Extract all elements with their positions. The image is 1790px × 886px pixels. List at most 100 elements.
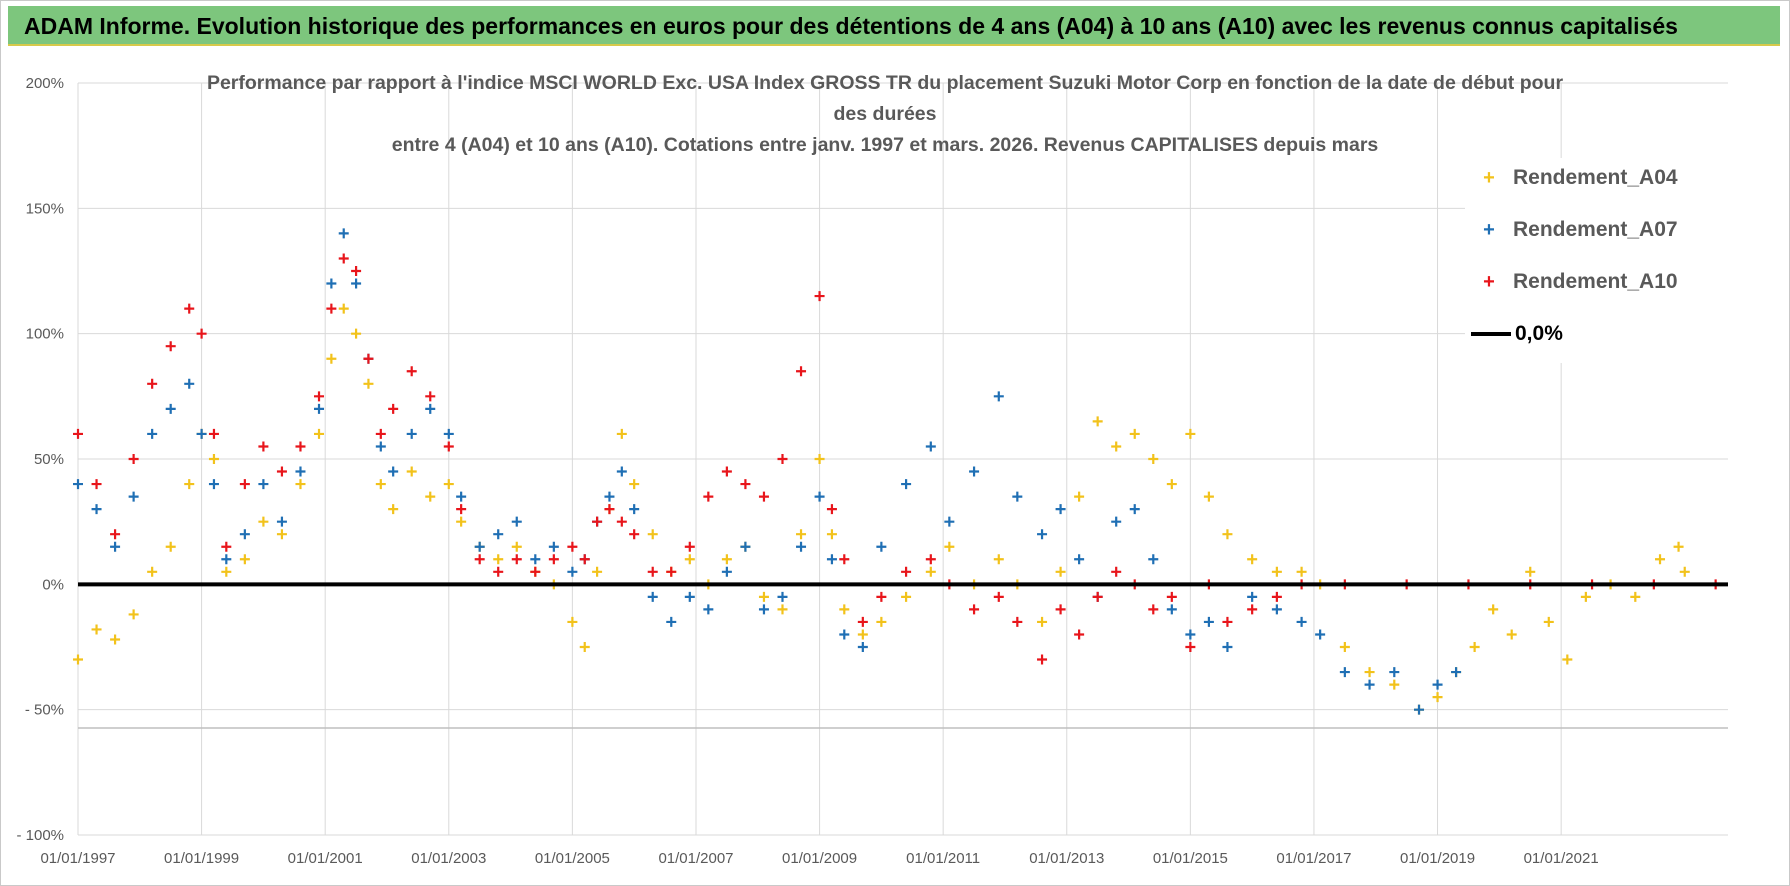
point-Rendement_A04 xyxy=(388,504,399,515)
point-Rendement_A04 xyxy=(1525,566,1536,577)
point-Rendement_A10 xyxy=(443,441,454,452)
point-Rendement_A07 xyxy=(1055,504,1066,515)
point-Rendement_A10 xyxy=(604,504,615,515)
report-title: ADAM Informe. Evolution historique des p… xyxy=(24,13,1678,39)
point-Rendement_A07 xyxy=(338,228,349,239)
point-Rendement_A10 xyxy=(826,504,837,515)
point-Rendement_A04 xyxy=(1166,479,1177,490)
point-Rendement_A07 xyxy=(1129,504,1140,515)
point-Rendement_A07 xyxy=(443,428,454,439)
point-Rendement_A04 xyxy=(128,609,139,620)
point-Rendement_A04 xyxy=(592,566,603,577)
point-Rendement_A04 xyxy=(147,566,158,577)
point-Rendement_A04 xyxy=(1339,642,1350,652)
point-Rendement_A10 xyxy=(1074,629,1085,640)
legend-label-a07: Rendement_A07 xyxy=(1513,218,1678,241)
point-Rendement_A04 xyxy=(221,566,232,577)
point-Rendement_A04 xyxy=(1673,541,1684,552)
point-Rendement_A07 xyxy=(758,604,769,615)
point-Rendement_A04 xyxy=(1296,566,1307,577)
point-Rendement_A07 xyxy=(221,554,232,565)
point-Rendement_A04 xyxy=(1129,428,1140,439)
point-Rendement_A10 xyxy=(456,504,467,515)
point-Rendement_A04 xyxy=(579,642,590,652)
point-Rendement_A04 xyxy=(1247,554,1258,565)
point-Rendement_A04 xyxy=(857,629,868,640)
point-Rendement_A10 xyxy=(1148,604,1159,615)
point-Rendement_A10 xyxy=(1037,654,1048,665)
point-Rendement_A07 xyxy=(1339,667,1350,678)
point-Rendement_A07 xyxy=(777,591,788,602)
point-Rendement_A07 xyxy=(814,491,825,502)
legend-marker-zero xyxy=(1471,332,1511,336)
point-Rendement_A07 xyxy=(1364,679,1375,690)
point-Rendement_A10 xyxy=(567,541,578,552)
point-Rendement_A07 xyxy=(1111,516,1122,527)
point-Rendement_A10 xyxy=(363,353,374,364)
point-Rendement_A04 xyxy=(406,466,417,477)
x-tick-label: 01/01/2003 xyxy=(411,850,486,867)
point-Rendement_A10 xyxy=(276,466,287,477)
point-Rendement_A04 xyxy=(876,616,887,627)
point-Rendement_A10 xyxy=(91,479,102,490)
point-Rendement_A07 xyxy=(1389,667,1400,678)
point-Rendement_A10 xyxy=(901,566,912,577)
point-Rendement_A04 xyxy=(511,541,522,552)
point-Rendement_A04 xyxy=(73,654,83,665)
point-Rendement_A04 xyxy=(338,303,349,314)
point-Rendement_A10 xyxy=(666,566,677,577)
point-Rendement_A07 xyxy=(826,554,837,565)
point-Rendement_A07 xyxy=(901,479,912,490)
point-Rendement_A04 xyxy=(1543,616,1554,627)
point-Rendement_A10 xyxy=(592,516,603,527)
point-Rendement_A04 xyxy=(258,516,269,527)
point-Rendement_A10 xyxy=(548,554,559,565)
point-Rendement_A04 xyxy=(1271,566,1282,577)
point-Rendement_A04 xyxy=(826,529,837,540)
point-Rendement_A10 xyxy=(758,491,769,502)
legend-item-a07: + Rendement_A07 xyxy=(1465,210,1678,250)
point-Rendement_A04 xyxy=(276,529,287,540)
point-Rendement_A07 xyxy=(196,428,207,439)
point-Rendement_A07 xyxy=(258,479,269,490)
x-axis-ticks: 01/01/1997 01/01/1999 01/01/2001 01/01/2003… xyxy=(40,850,1598,867)
point-Rendement_A07 xyxy=(703,604,714,615)
point-Rendement_A07 xyxy=(1148,554,1159,565)
point-Rendement_A04 xyxy=(629,479,640,490)
report-header: ADAM Informe. Evolution historique des p… xyxy=(8,6,1780,46)
point-Rendement_A07 xyxy=(721,566,732,577)
point-Rendement_A07 xyxy=(184,378,195,389)
point-Rendement_A10 xyxy=(208,428,219,439)
point-Rendement_A04 xyxy=(616,428,627,439)
point-Rendement_A07 xyxy=(969,466,980,477)
x-tick-label: 01/01/2017 xyxy=(1276,850,1351,867)
point-Rendement_A10 xyxy=(73,428,83,439)
point-Rendement_A04 xyxy=(165,541,176,552)
point-Rendement_A10 xyxy=(1166,591,1177,602)
point-Rendement_A04 xyxy=(314,428,325,439)
point-Rendement_A10 xyxy=(110,529,121,540)
point-Rendement_A07 xyxy=(567,566,578,577)
point-Rendement_A04 xyxy=(758,591,769,602)
point-Rendement_A10 xyxy=(196,328,207,339)
point-Rendement_A10 xyxy=(406,366,417,377)
point-Rendement_A07 xyxy=(1414,704,1425,715)
point-Rendement_A07 xyxy=(666,616,677,627)
point-Rendement_A07 xyxy=(276,516,287,527)
point-Rendement_A07 xyxy=(295,466,306,477)
x-tick-label: 01/01/2009 xyxy=(782,850,857,867)
chart-title-line-1: Performance par rapport à l'indice MSCI … xyxy=(206,72,1564,94)
point-Rendement_A07 xyxy=(110,541,121,552)
point-Rendement_A04 xyxy=(993,554,1004,565)
point-Rendement_A10 xyxy=(1185,642,1196,652)
point-Rendement_A07 xyxy=(857,642,868,652)
point-Rendement_A10 xyxy=(796,366,807,377)
point-Rendement_A10 xyxy=(993,591,1004,602)
y-tick-label: 100% xyxy=(26,326,64,343)
point-Rendement_A07 xyxy=(925,441,936,452)
point-Rendement_A10 xyxy=(128,454,139,464)
point-Rendement_A04 xyxy=(1469,642,1480,652)
point-Rendement_A04 xyxy=(1580,591,1591,602)
point-Rendement_A04 xyxy=(814,454,825,464)
